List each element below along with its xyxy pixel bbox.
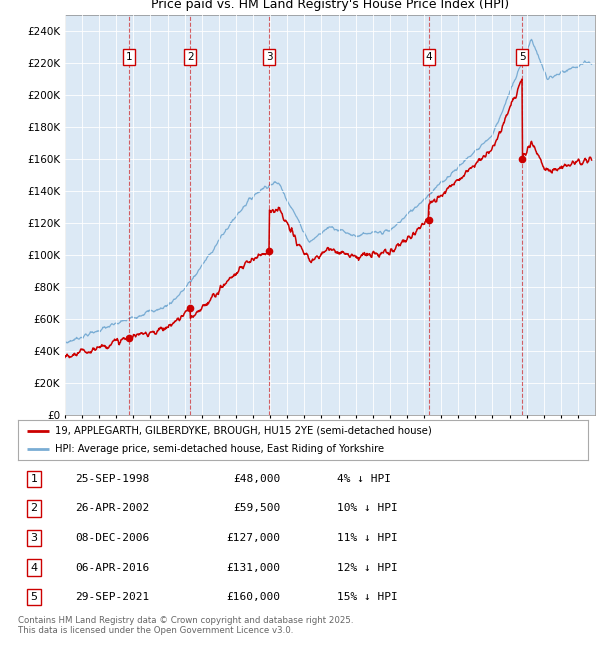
Text: 4: 4: [425, 52, 432, 62]
Text: 5: 5: [519, 52, 526, 62]
Text: 2: 2: [31, 503, 38, 514]
Text: 1: 1: [125, 52, 132, 62]
Text: Contains HM Land Registry data © Crown copyright and database right 2025.
This d: Contains HM Land Registry data © Crown c…: [18, 616, 353, 636]
Text: £127,000: £127,000: [226, 533, 280, 543]
Text: 5: 5: [31, 592, 37, 602]
Text: 06-APR-2016: 06-APR-2016: [75, 563, 149, 573]
Text: 15% ↓ HPI: 15% ↓ HPI: [337, 592, 398, 602]
Text: 26-APR-2002: 26-APR-2002: [75, 503, 149, 514]
Text: 10% ↓ HPI: 10% ↓ HPI: [337, 503, 398, 514]
Text: 3: 3: [31, 533, 37, 543]
Text: £131,000: £131,000: [226, 563, 280, 573]
Text: 19, APPLEGARTH, GILBERDYKE, BROUGH, HU15 2YE (semi-detached house): 19, APPLEGARTH, GILBERDYKE, BROUGH, HU15…: [55, 426, 432, 436]
Text: £59,500: £59,500: [233, 503, 280, 514]
Text: 29-SEP-2021: 29-SEP-2021: [75, 592, 149, 602]
Text: £160,000: £160,000: [226, 592, 280, 602]
Text: 08-DEC-2006: 08-DEC-2006: [75, 533, 149, 543]
Text: 12% ↓ HPI: 12% ↓ HPI: [337, 563, 398, 573]
Text: 2: 2: [187, 52, 193, 62]
Text: 11% ↓ HPI: 11% ↓ HPI: [337, 533, 398, 543]
Text: 3: 3: [266, 52, 272, 62]
Text: 1: 1: [31, 474, 37, 484]
Text: 25-SEP-1998: 25-SEP-1998: [75, 474, 149, 484]
Title: 19, APPLEGARTH, GILBERDYKE, BROUGH, HU15 2YE
Price paid vs. HM Land Registry's H: 19, APPLEGARTH, GILBERDYKE, BROUGH, HU15…: [151, 0, 509, 11]
Text: £48,000: £48,000: [233, 474, 280, 484]
Text: HPI: Average price, semi-detached house, East Riding of Yorkshire: HPI: Average price, semi-detached house,…: [55, 444, 384, 454]
Text: 4: 4: [31, 563, 38, 573]
Text: 4% ↓ HPI: 4% ↓ HPI: [337, 474, 391, 484]
